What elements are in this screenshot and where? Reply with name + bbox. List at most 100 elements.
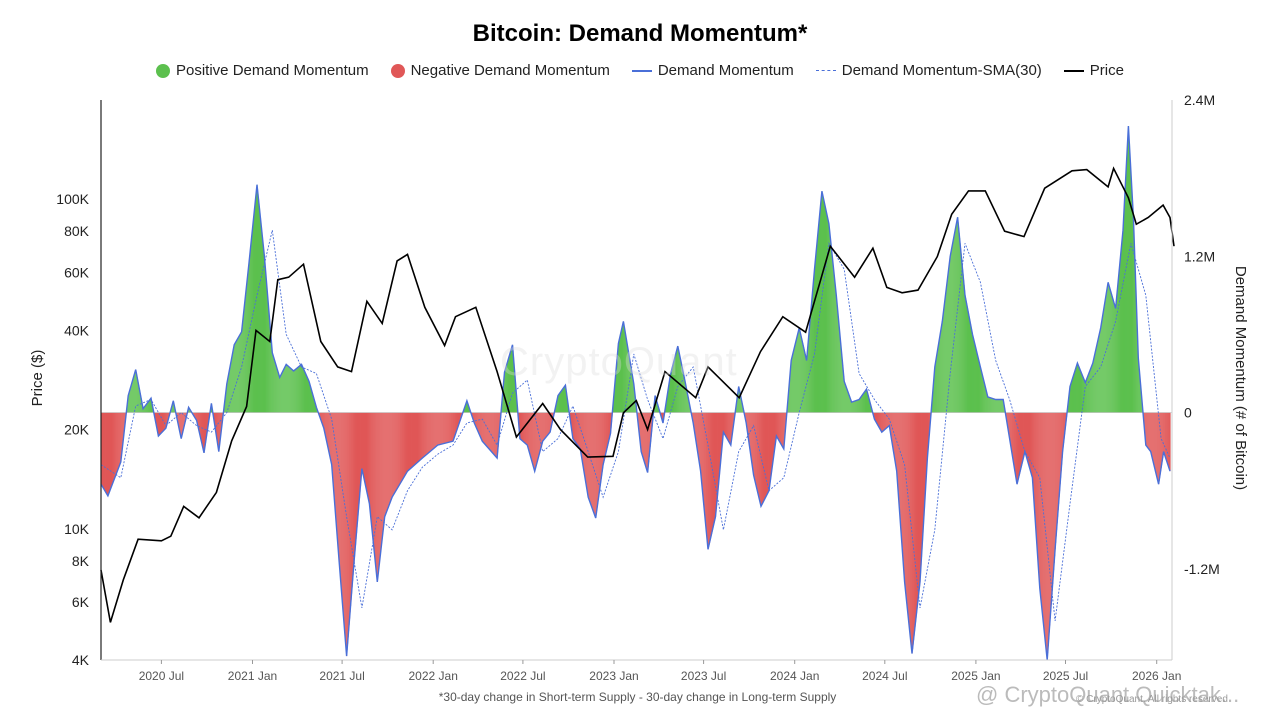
positive-momentum-bar	[1001, 399, 1003, 413]
positive-momentum-bar	[148, 401, 150, 413]
negative-momentum-bar	[703, 412, 705, 503]
negative-momentum-bar	[381, 412, 383, 543]
negative-momentum-bar	[162, 412, 163, 432]
negative-momentum-bar	[572, 412, 573, 436]
legend-item-price[interactable]: Price	[1063, 62, 1124, 79]
positive-momentum-bar	[968, 313, 970, 413]
positive-momentum-bar	[812, 292, 814, 413]
negative-momentum-bar	[478, 412, 480, 434]
legend-item-sma[interactable]: Demand Momentum-SMA(30)	[815, 62, 1042, 79]
positive-momentum-bar	[787, 401, 789, 413]
negative-momentum-bar	[602, 412, 603, 472]
negative-momentum-bar	[329, 412, 331, 456]
negative-momentum-bar	[1034, 412, 1035, 508]
negative-momentum-bar	[784, 412, 785, 444]
positive-momentum-bar	[846, 386, 847, 413]
negative-momentum-bar	[1017, 412, 1018, 485]
positive-momentum-bar	[257, 189, 259, 413]
negative-momentum-bar	[764, 412, 765, 501]
positive-momentum-bar	[1115, 308, 1117, 413]
negative-momentum-bar	[587, 412, 589, 495]
legend-item-negative[interactable]: Negative Demand Momentum	[390, 62, 610, 79]
positive-momentum-bar	[1077, 363, 1079, 413]
negative-momentum-bar	[604, 412, 605, 461]
positive-momentum-bar	[816, 248, 818, 413]
positive-momentum-bar	[260, 218, 262, 413]
negative-momentum-bar	[885, 412, 887, 429]
negative-momentum-bar	[784, 412, 786, 438]
negative-momentum-bar	[729, 412, 730, 443]
legend-item-positive[interactable]: Positive Demand Momentum	[156, 62, 369, 79]
negative-momentum-bar	[603, 412, 604, 465]
negative-momentum-bar	[347, 412, 349, 644]
positive-momentum-bar	[974, 344, 976, 413]
positive-momentum-bar	[1072, 378, 1074, 413]
negative-momentum-bar	[756, 412, 757, 486]
positive-momentum-bar	[275, 362, 276, 413]
positive-momentum-bar	[938, 345, 939, 413]
negative-momentum-bar	[491, 412, 492, 452]
negative-momentum-bar	[342, 412, 343, 600]
positive-momentum-bar	[146, 404, 148, 413]
negative-momentum-bar	[904, 412, 906, 582]
negative-momentum-bar	[176, 412, 178, 418]
negative-momentum-bar	[326, 412, 327, 440]
negative-momentum-bar	[761, 412, 762, 507]
negative-momentum-bar	[708, 412, 710, 548]
positive-momentum-bar	[950, 253, 952, 413]
negative-momentum-bar	[548, 412, 549, 435]
positive-momentum-bar	[858, 399, 859, 413]
negative-momentum-bar	[165, 412, 167, 429]
positive-momentum-bar	[669, 381, 671, 413]
negative-momentum-bar	[1059, 412, 1060, 498]
positive-momentum-bar	[975, 348, 977, 413]
negative-momentum-bar	[599, 412, 601, 490]
positive-momentum-bar	[803, 347, 805, 413]
positive-momentum-bar	[290, 368, 292, 413]
positive-momentum-bar	[1086, 378, 1088, 413]
positive-momentum-bar	[1133, 231, 1135, 413]
negative-momentum-bar	[497, 412, 499, 453]
negative-momentum-bar	[1046, 412, 1047, 651]
positive-momentum-bar	[244, 308, 245, 413]
negative-momentum-bar	[493, 412, 495, 455]
legend-label: Price	[1089, 62, 1124, 79]
positive-momentum-bar	[132, 381, 133, 413]
negative-momentum-bar	[608, 412, 610, 442]
legend-item-demand-momentum[interactable]: Demand Momentum	[631, 62, 794, 79]
positive-momentum-bar	[955, 230, 956, 413]
positive-momentum-bar	[848, 392, 849, 413]
negative-momentum-bar	[698, 412, 699, 456]
positive-momentum-bar	[239, 336, 240, 413]
negative-momentum-bar	[325, 412, 326, 436]
positive-momentum-bar	[961, 253, 962, 413]
positive-momentum-bar	[739, 388, 740, 413]
negative-momentum-bar	[551, 412, 553, 426]
positive-momentum-bar	[806, 360, 808, 413]
positive-momentum-bar	[237, 338, 239, 413]
negative-momentum-bar	[546, 412, 547, 437]
negative-momentum-bar	[1056, 412, 1058, 530]
positive-momentum-bar	[835, 285, 836, 413]
negative-momentum-bar	[1025, 412, 1027, 456]
negative-momentum-bar	[570, 412, 571, 421]
positive-momentum-bar	[300, 365, 301, 413]
negative-momentum-bar	[496, 412, 498, 458]
negative-momentum-bar	[755, 412, 757, 484]
positive-momentum-bar	[626, 342, 628, 413]
negative-momentum-bar	[460, 412, 462, 420]
negative-momentum-bar	[887, 412, 888, 428]
negative-momentum-bar	[454, 412, 456, 437]
right-tick-label: 0	[1184, 405, 1192, 421]
positive-momentum-bar	[867, 392, 869, 413]
positive-momentum-bar	[188, 409, 189, 413]
positive-momentum-bar	[289, 366, 290, 413]
negative-momentum-bar	[775, 412, 776, 444]
negative-momentum-bar	[396, 412, 398, 490]
positive-momentum-bar	[869, 400, 871, 413]
negative-momentum-bar	[485, 412, 486, 445]
positive-momentum-bar	[246, 285, 248, 413]
right-tick-label: 1.2M	[1184, 248, 1215, 264]
negative-momentum-bar	[341, 412, 343, 594]
positive-momentum-bar	[791, 360, 792, 413]
